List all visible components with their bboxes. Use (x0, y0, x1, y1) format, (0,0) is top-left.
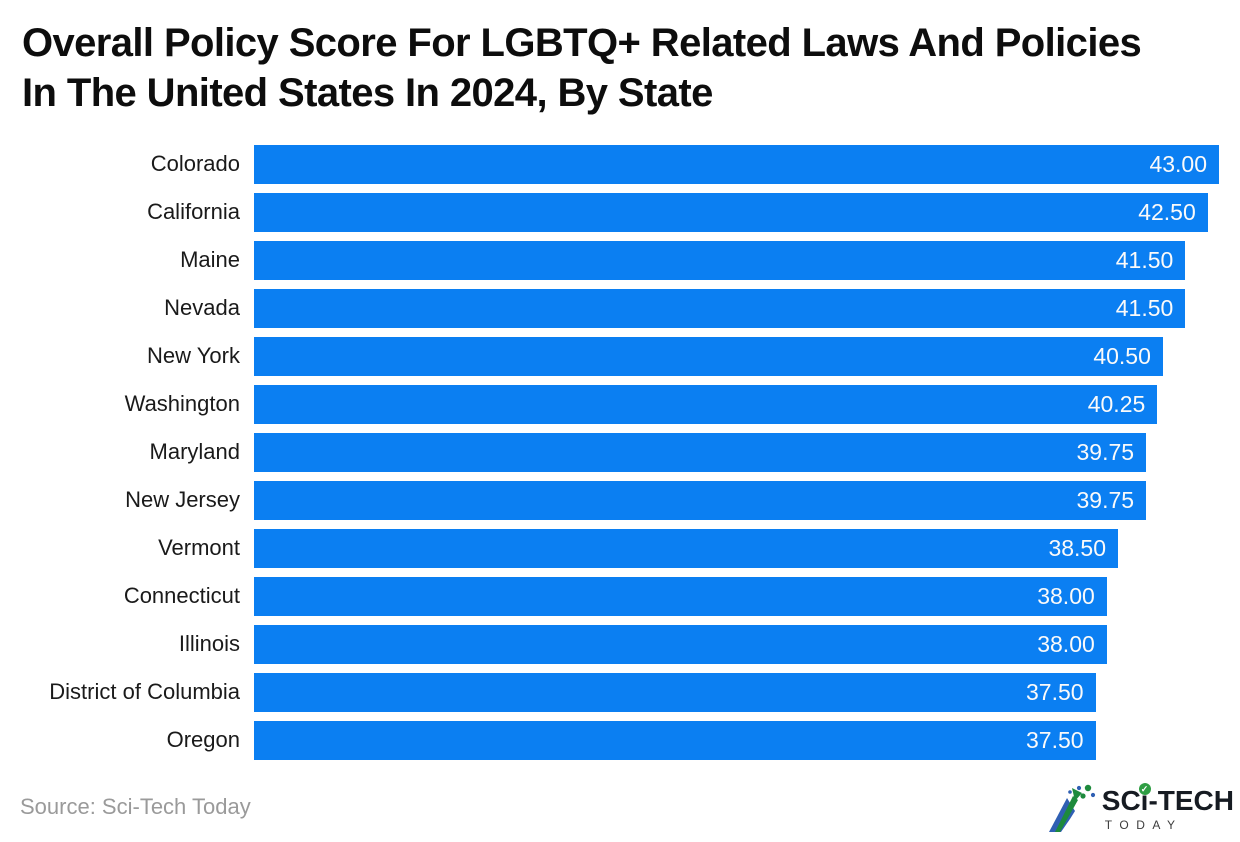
bar-track: 37.50 (254, 720, 1219, 760)
value-label: 41.50 (1115, 294, 1174, 321)
bar: 42.50 (254, 192, 1208, 232)
bar-row: Illinois 38.00 (0, 620, 1219, 668)
bar-track: 40.25 (254, 384, 1219, 424)
bar: 40.25 (254, 384, 1158, 424)
value-label: 42.50 (1138, 198, 1196, 225)
state-label: Oregon (166, 727, 240, 752)
bar-row: Colorado 43.00 (0, 140, 1219, 188)
logo-part3: -TECH (1148, 785, 1234, 816)
bar-row: Oregon 37.50 (0, 716, 1219, 764)
bar-row: Nevada 41.50 (0, 284, 1219, 332)
value-label: 39.75 (1076, 438, 1135, 465)
bar-track: 38.00 (254, 576, 1219, 616)
value-label: 38.00 (1037, 582, 1095, 609)
logo-i-stack: ✓ i (1138, 783, 1151, 816)
bar: 37.50 (254, 720, 1096, 760)
state-label: New Jersey (125, 487, 240, 512)
logo-wordmark: SC ✓ i -TECH (1101, 783, 1234, 816)
bar-row: Maine 41.50 (0, 236, 1219, 284)
bar-row: Connecticut 38.00 (0, 572, 1219, 620)
bar-row: New York 40.50 (0, 332, 1219, 380)
chart-title-line2: In The United States In 2024, By State (22, 71, 713, 115)
mountain-arrow-dots-icon (1048, 784, 1095, 832)
state-label: Washington (124, 391, 240, 416)
bar: 41.50 (254, 240, 1186, 280)
state-label: Nevada (164, 295, 240, 320)
bar-chart: Colorado 43.00 California 42.50 Maine 41.50 Ne… (0, 140, 1219, 764)
bar-row: California 42.50 (0, 188, 1219, 236)
state-label: Illinois (178, 631, 240, 656)
source-note: Source: Sci-Tech Today (20, 794, 251, 819)
state-label: Maryland (149, 439, 240, 464)
bar: 38.00 (254, 624, 1107, 664)
bar-row: Vermont 38.50 (0, 524, 1219, 572)
logo-part2: i (1140, 785, 1149, 816)
bar: 40.50 (254, 336, 1163, 376)
state-label: Maine (180, 247, 240, 272)
bar-track: 43.00 (254, 144, 1219, 184)
bar-row: Washington 40.25 (0, 380, 1219, 428)
logo-part1: SC (1101, 785, 1141, 816)
state-label: California (147, 199, 240, 224)
value-label: 37.50 (1026, 726, 1084, 753)
state-label: Connecticut (123, 583, 240, 608)
bar: 43.00 (254, 144, 1219, 184)
state-label: New York (147, 343, 240, 368)
state-label: Vermont (158, 535, 240, 560)
bar-track: 39.75 (254, 480, 1219, 520)
bar-track: 40.50 (254, 336, 1219, 376)
bar-row: New Jersey 39.75 (0, 476, 1219, 524)
chart-title: Overall Policy Score For LGBTQ+ Related … (22, 18, 1142, 118)
bar-track: 41.50 (254, 288, 1219, 328)
bar-row: Maryland 39.75 (0, 428, 1219, 476)
value-label: 38.50 (1048, 534, 1106, 561)
bar-track: 37.50 (254, 672, 1219, 712)
bar: 39.75 (254, 480, 1147, 520)
sci-tech-today-logo: SC ✓ i -TECH TODAY (1047, 782, 1234, 836)
state-label: Colorado (150, 151, 240, 176)
bar: 39.75 (254, 432, 1147, 472)
bar-track: 38.00 (254, 624, 1219, 664)
logo-subtitle: TODAY (1104, 818, 1183, 832)
bar: 37.50 (254, 672, 1096, 712)
bar-row: District of Columbia 37.50 (0, 668, 1219, 716)
chart-title-line1: Overall Policy Score For LGBTQ+ Related … (22, 21, 1142, 65)
value-label: 41.50 (1115, 246, 1174, 273)
value-label: 40.25 (1087, 390, 1146, 417)
value-label: 40.50 (1093, 342, 1151, 369)
bar-track: 38.50 (254, 528, 1219, 568)
bar-track: 41.50 (254, 240, 1219, 280)
check-icon: ✓ (1138, 783, 1151, 795)
bar: 38.00 (254, 576, 1107, 616)
state-label: District of Columbia (49, 679, 240, 704)
bar-track: 39.75 (254, 432, 1219, 472)
value-label: 39.75 (1076, 486, 1135, 513)
bar-track: 42.50 (254, 192, 1219, 232)
value-label: 38.00 (1037, 630, 1095, 657)
value-label: 43.00 (1149, 150, 1207, 177)
bar: 38.50 (254, 528, 1118, 568)
bar: 41.50 (254, 288, 1186, 328)
value-label: 37.50 (1026, 678, 1084, 705)
logo-text: SC ✓ i -TECH TODAY (1101, 783, 1234, 832)
